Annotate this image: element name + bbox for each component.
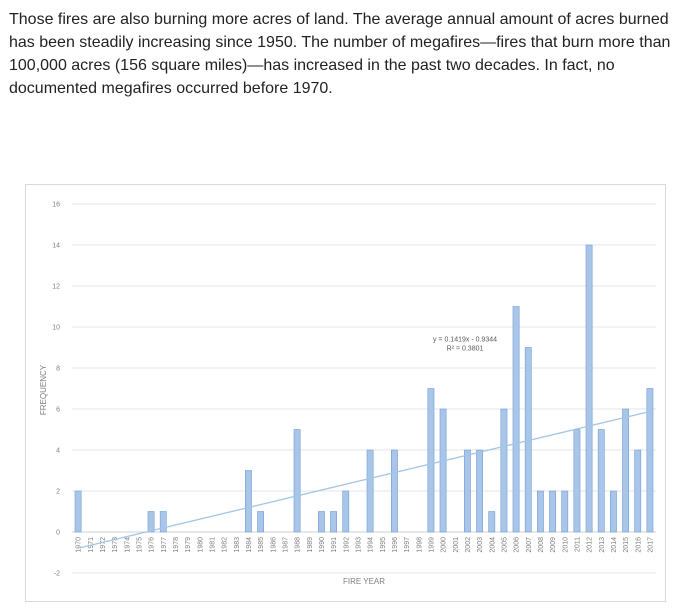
- bar-2014: [610, 490, 617, 533]
- y-tick-label: 8: [56, 366, 60, 373]
- x-tick-label: 1997: [404, 537, 411, 553]
- x-tick-label: 1990: [319, 537, 326, 553]
- x-tick-label: 2008: [538, 537, 545, 553]
- x-tick-label: 1994: [368, 537, 375, 553]
- x-tick-label: 1988: [295, 537, 302, 553]
- x-tick-label: 1986: [270, 537, 277, 553]
- bar-2008: [537, 490, 544, 533]
- x-tick-label: 2011: [574, 537, 581, 552]
- bar-1991: [330, 511, 337, 533]
- x-axis-ticks: 1970197119721973197419751976197719781979…: [76, 537, 655, 553]
- x-tick-label: 1978: [173, 537, 180, 553]
- bar-2009: [549, 490, 556, 533]
- x-tick-label: 2007: [526, 537, 533, 553]
- x-tick-label: 1999: [428, 537, 435, 553]
- x-tick-label: 1970: [76, 537, 83, 553]
- x-tick-label: 1985: [258, 537, 265, 553]
- bar-2004: [488, 511, 496, 533]
- y-tick-label: 10: [52, 325, 60, 332]
- x-tick-label: 1992: [343, 537, 350, 553]
- bars: [74, 244, 654, 533]
- bar-2016: [634, 449, 642, 533]
- bar-2013: [597, 429, 605, 533]
- x-axis-label: FIRE YEAR: [343, 577, 385, 586]
- x-tick-label: 1998: [416, 537, 423, 553]
- x-tick-label: 1973: [112, 537, 119, 553]
- bar-1977: [159, 511, 167, 533]
- y-axis-label: FREQUENCY: [39, 364, 48, 415]
- x-tick-label: 1980: [197, 537, 204, 553]
- x-tick-label: 1977: [161, 537, 168, 553]
- bar-1999: [427, 388, 435, 533]
- trend-r-squared: R² = 0.3801: [447, 346, 484, 353]
- trend-equation: y = 0.1419x - 0.9344: [433, 336, 497, 343]
- bar-2011: [573, 429, 581, 533]
- trendline: [77, 410, 651, 549]
- bar-2017: [646, 388, 654, 533]
- x-tick-label: 2006: [514, 537, 521, 553]
- x-tick-label: 2012: [587, 537, 594, 553]
- gridlines: [72, 203, 656, 574]
- x-tick-label: 1976: [149, 537, 156, 553]
- bar-1988: [293, 429, 301, 533]
- bar-1985: [257, 511, 264, 533]
- x-tick-label: 2000: [441, 537, 448, 553]
- bar-2005: [500, 408, 508, 533]
- bar-1990: [318, 511, 325, 533]
- bar-2015: [622, 408, 629, 533]
- bar-1984: [245, 470, 252, 533]
- x-tick-label: 2014: [611, 537, 618, 553]
- bar-2000: [439, 408, 447, 533]
- x-tick-label: 2015: [623, 537, 630, 553]
- x-tick-label: 2016: [635, 537, 642, 553]
- bar-1992: [342, 490, 350, 533]
- x-tick-label: 1991: [331, 537, 338, 553]
- y-tick-label: 16: [52, 202, 60, 209]
- y-tick-label: -2: [54, 571, 60, 578]
- bar-1996: [391, 449, 398, 533]
- bar-1976: [147, 511, 155, 533]
- y-tick-label: 4: [56, 448, 60, 455]
- x-tick-label: 1981: [209, 537, 216, 553]
- x-tick-label: 1996: [392, 537, 399, 553]
- x-tick-label: 2013: [599, 537, 606, 553]
- x-tick-label: 1982: [222, 537, 229, 553]
- x-tick-label: 1983: [234, 537, 241, 553]
- x-tick-label: 1989: [307, 537, 314, 553]
- x-tick-label: 2010: [562, 537, 569, 553]
- bar-2003: [476, 449, 483, 533]
- x-tick-label: 2002: [465, 537, 472, 553]
- x-tick-label: 2005: [501, 537, 508, 553]
- bar-2002: [464, 449, 471, 533]
- x-tick-label: 1984: [246, 537, 253, 553]
- y-tick-label: 14: [52, 243, 60, 250]
- y-tick-label: 6: [56, 407, 60, 414]
- x-tick-label: 1974: [124, 537, 131, 553]
- x-tick-label: 2004: [489, 537, 496, 553]
- intro-paragraph: Those fires are also burning more acres …: [9, 11, 671, 97]
- y-tick-label: 12: [52, 284, 60, 291]
- x-tick-label: 1987: [282, 537, 289, 553]
- x-tick-label: 2009: [550, 537, 557, 553]
- y-tick-label: 2: [56, 489, 60, 496]
- x-tick-label: 1979: [185, 537, 192, 553]
- bar-2010: [561, 490, 569, 533]
- x-tick-label: 2003: [477, 537, 484, 553]
- bar-1970: [74, 490, 82, 533]
- y-axis-ticks: -2 0 2 4 6 8 10 12 14 16: [52, 202, 60, 578]
- bar-1994: [366, 449, 374, 533]
- bar-2006: [512, 306, 520, 533]
- x-tick-label: 1975: [136, 537, 143, 553]
- x-tick-label: 2001: [453, 537, 460, 553]
- x-tick-label: 1995: [380, 537, 387, 553]
- x-tick-label: 1972: [100, 537, 107, 553]
- y-tick-label: 0: [56, 530, 60, 537]
- bar-2012: [585, 244, 593, 533]
- x-tick-label: 2017: [647, 537, 654, 553]
- x-tick-label: 1993: [355, 537, 362, 553]
